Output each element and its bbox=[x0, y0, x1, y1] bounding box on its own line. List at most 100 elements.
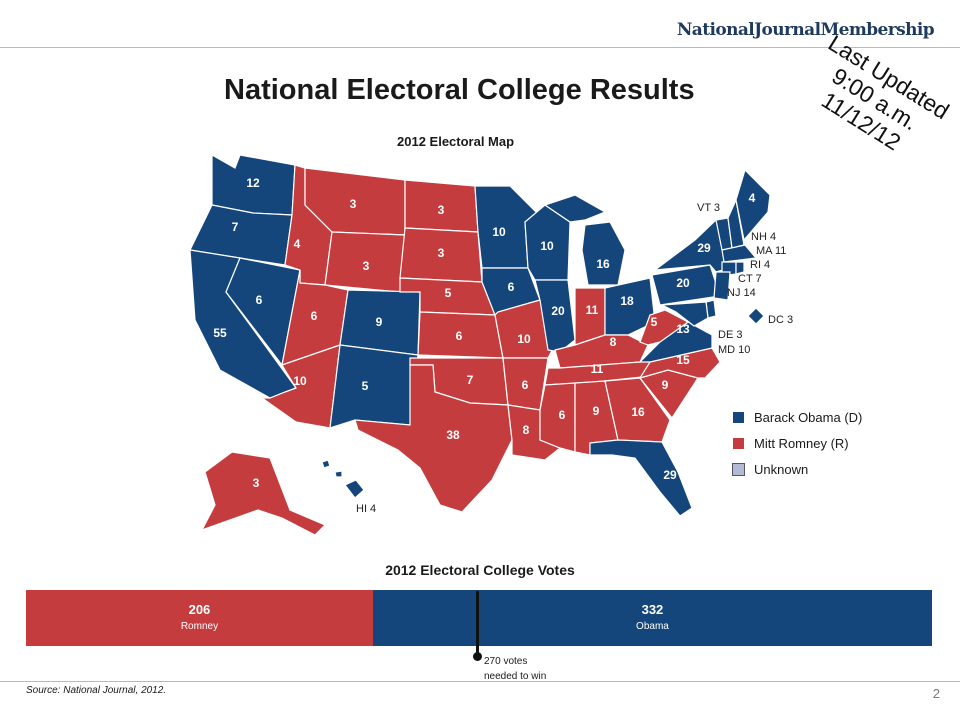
state-mi-upper bbox=[543, 194, 607, 223]
state-md bbox=[659, 301, 709, 327]
ev-label-al: 9 bbox=[593, 404, 600, 418]
ev-label-mi: 16 bbox=[596, 257, 610, 271]
state-dc bbox=[747, 307, 765, 325]
ev-label-pa: 20 bbox=[676, 276, 690, 290]
ev-label-nc: 15 bbox=[676, 353, 690, 367]
map-label: 2012 Electoral Map bbox=[397, 134, 515, 149]
header-rule bbox=[0, 47, 960, 48]
ev-label-ca: 55 bbox=[213, 326, 227, 340]
state-ms bbox=[539, 382, 576, 453]
page-title: National Electoral College Results bbox=[224, 74, 695, 106]
ev-label-fl: 29 bbox=[663, 468, 677, 482]
state-ga bbox=[604, 377, 671, 443]
threshold-marker bbox=[475, 591, 479, 655]
romney-votes-bar: 206 Romney bbox=[26, 590, 373, 646]
ev-label-co: 9 bbox=[376, 315, 383, 329]
state-hi-oahu bbox=[321, 459, 331, 469]
legend-swatch-romney bbox=[732, 436, 745, 450]
ev-label-ia: 6 bbox=[508, 280, 515, 294]
ev-label-in: 11 bbox=[586, 303, 599, 317]
ev-label-ga: 16 bbox=[631, 405, 645, 419]
ev-label-va: 13 bbox=[676, 322, 690, 336]
state-nj bbox=[713, 271, 731, 301]
state-ak bbox=[200, 451, 327, 536]
state-ri bbox=[735, 261, 745, 275]
state-nm bbox=[329, 344, 419, 429]
ev-label-sd: 3 bbox=[438, 246, 445, 260]
footer-rule bbox=[0, 681, 960, 682]
ev-label-az: 10 bbox=[293, 374, 307, 388]
ev-label-mn: 10 bbox=[492, 225, 506, 239]
ev-label-mt: 3 bbox=[350, 197, 357, 211]
ev-label-ok: 7 bbox=[467, 373, 474, 387]
romney-votes-value: 206 bbox=[188, 602, 211, 617]
ev-label-sc: 9 bbox=[662, 378, 669, 392]
callout-vt: VT 3 bbox=[697, 202, 720, 214]
page-number: 2 bbox=[932, 686, 940, 701]
state-hi-maui bbox=[334, 470, 343, 478]
ev-label-ny: 29 bbox=[697, 241, 711, 255]
ev-label-la: 8 bbox=[523, 423, 530, 437]
source-note: Source: National Journal, 2012. bbox=[26, 685, 167, 696]
ev-label-nv: 6 bbox=[256, 293, 263, 307]
threshold-marker-dot bbox=[472, 652, 482, 661]
ev-label-wa: 12 bbox=[246, 176, 260, 190]
legend-item-romney: Mitt Romney (R) bbox=[732, 430, 862, 456]
ev-label-or: 7 bbox=[232, 220, 239, 234]
callout-dc: DC 3 bbox=[768, 314, 793, 326]
ev-label-wv: 5 bbox=[651, 315, 658, 329]
ev-label-me: 4 bbox=[749, 191, 756, 205]
legend-label-obama: Barack Obama (D) bbox=[754, 409, 863, 425]
legend-label-romney: Mitt Romney (R) bbox=[754, 435, 849, 451]
legend-label-unknown: Unknown bbox=[754, 461, 809, 477]
threshold-label-line-2: needed to win bbox=[484, 671, 547, 682]
callout-nh: NH 4 bbox=[751, 231, 776, 243]
legend-swatch-obama bbox=[732, 410, 745, 424]
ev-label-ms: 6 bbox=[559, 408, 566, 422]
state-oh bbox=[604, 277, 656, 336]
brand-sub: Membership bbox=[820, 20, 934, 40]
ev-label-wi: 10 bbox=[540, 239, 554, 253]
ev-label-ak: 3 bbox=[253, 476, 260, 490]
ev-label-ky: 8 bbox=[610, 335, 617, 349]
ev-label-il: 20 bbox=[551, 304, 565, 318]
votes-bar-title: 2012 Electoral College Votes bbox=[385, 562, 575, 578]
ev-label-ar: 6 bbox=[522, 378, 529, 392]
state-mi bbox=[581, 221, 626, 286]
ev-label-oh: 18 bbox=[620, 294, 634, 308]
brand-logo: NationalJournalMembership bbox=[676, 20, 935, 40]
state-tx bbox=[354, 364, 513, 513]
callout-md: MD 10 bbox=[718, 344, 750, 356]
callout-ri: RI 4 bbox=[750, 259, 770, 271]
ev-label-mo: 10 bbox=[517, 332, 531, 346]
ev-label-tn: 11 bbox=[591, 362, 604, 376]
obama-votes-value: 332 bbox=[641, 602, 664, 617]
ev-label-wy: 3 bbox=[363, 259, 370, 273]
ev-label-id: 4 bbox=[294, 237, 301, 251]
ev-label-ks: 6 bbox=[456, 329, 463, 343]
legend-item-obama: Barack Obama (D) bbox=[732, 404, 862, 430]
callout-ct: CT 7 bbox=[738, 273, 762, 285]
legend-item-unknown: Unknown bbox=[732, 456, 862, 482]
state-me bbox=[735, 168, 771, 242]
legend-swatch-unknown bbox=[732, 462, 745, 476]
threshold-label: 270 votes needed to win bbox=[484, 654, 574, 684]
obama-votes-bar: 332 Obama bbox=[372, 590, 932, 646]
state-hi bbox=[344, 479, 365, 499]
state-ma bbox=[721, 244, 758, 263]
callout-de: DE 3 bbox=[718, 329, 742, 341]
obama-votes-name: Obama bbox=[636, 621, 669, 632]
ev-label-ut: 6 bbox=[311, 309, 318, 323]
ev-label-tx: 38 bbox=[446, 428, 460, 442]
callout-hi: HI 4 bbox=[356, 503, 376, 515]
threshold-label-line-1: 270 votes bbox=[484, 656, 528, 667]
callout-ma: MA 11 bbox=[756, 245, 786, 257]
ev-label-ne: 5 bbox=[445, 286, 452, 300]
callout-nj: NJ 14 bbox=[727, 287, 756, 299]
map-legend: Barack Obama (D) Mitt Romney (R) Unknown bbox=[732, 404, 862, 482]
us-electoral-map: 12 7 55 6 4 3 3 6 9 10 5 3 3 5 6 7 38 10… bbox=[189, 153, 793, 536]
ev-label-nd: 3 bbox=[438, 203, 445, 217]
romney-votes-name: Romney bbox=[180, 621, 219, 632]
brand-main: NationalJournal bbox=[676, 20, 821, 40]
ev-label-nm: 5 bbox=[362, 379, 369, 393]
